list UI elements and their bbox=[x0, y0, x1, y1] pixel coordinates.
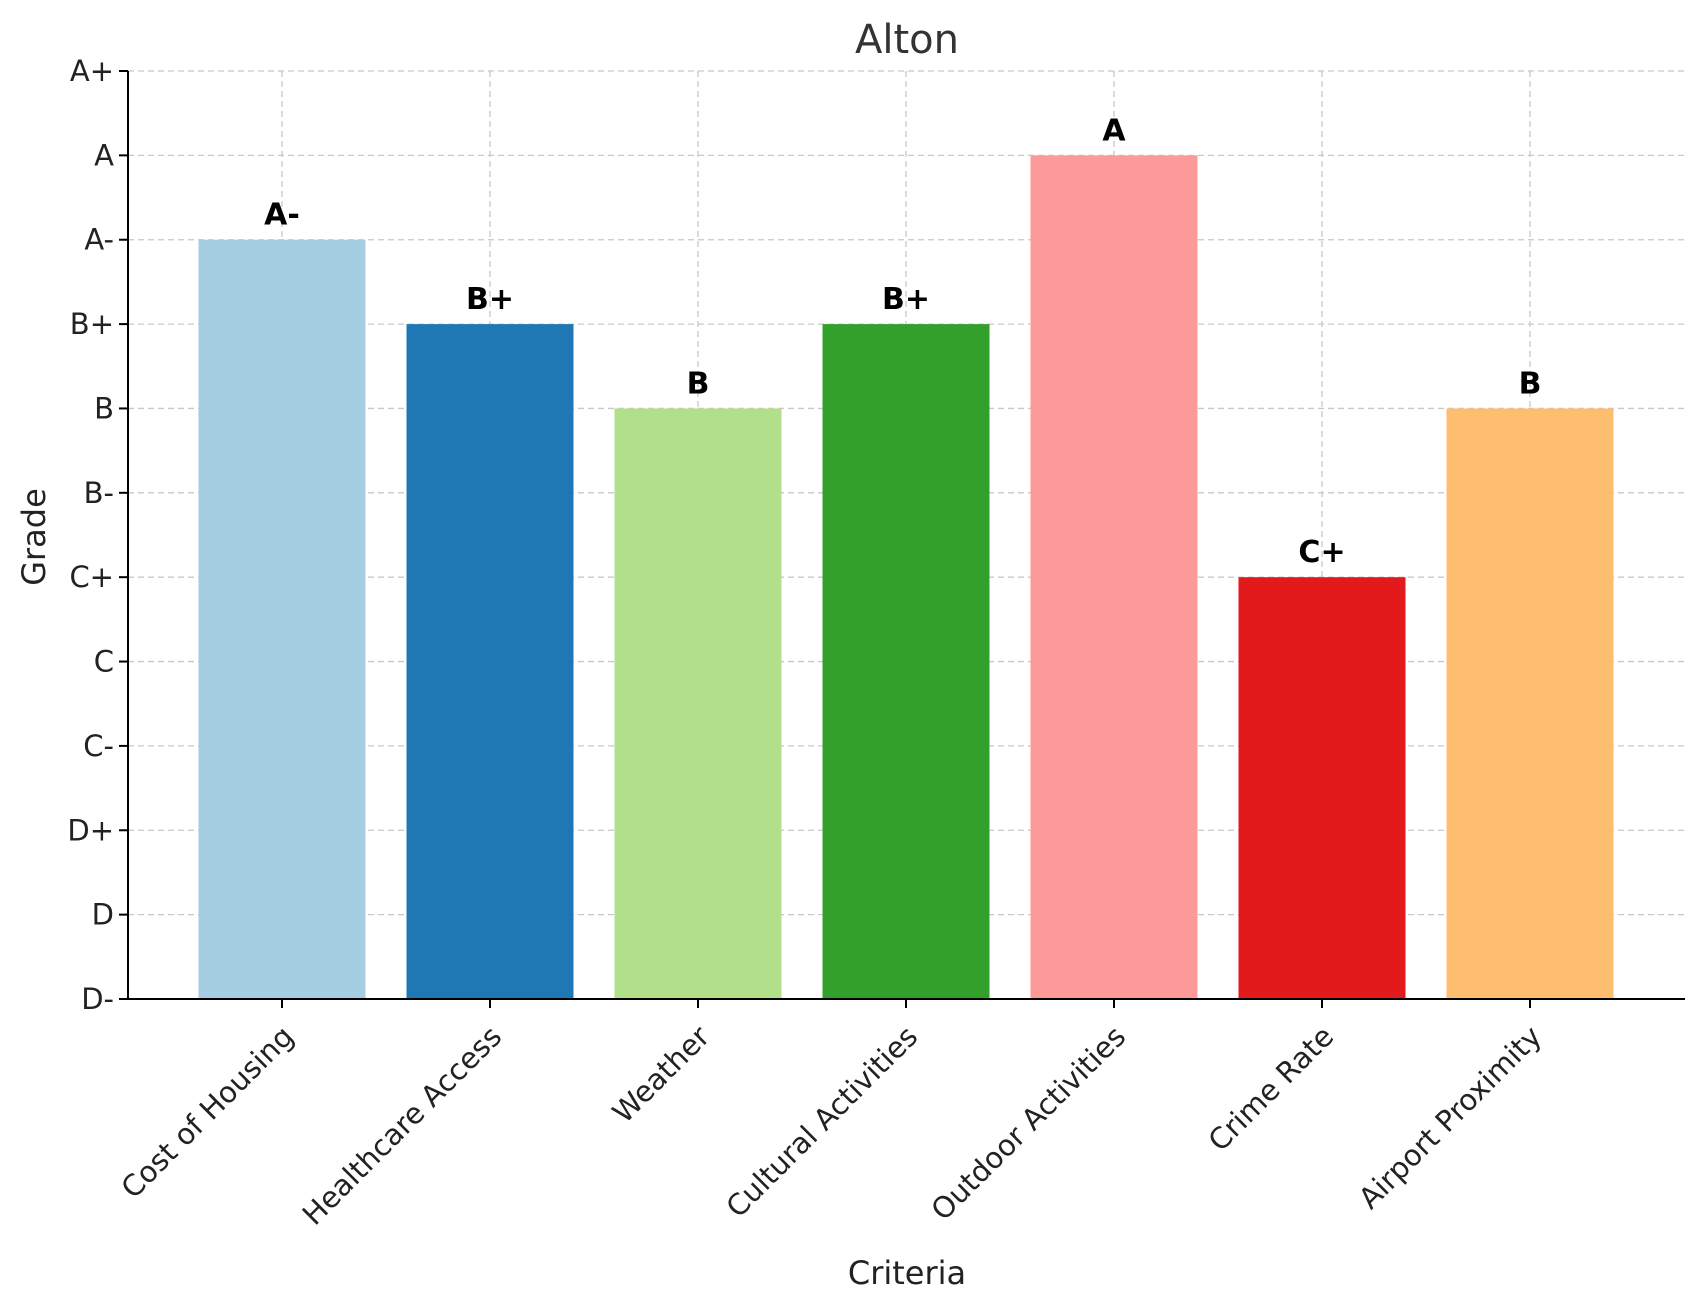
x-tick-label: Crime Rate bbox=[1202, 1019, 1341, 1158]
bar bbox=[198, 239, 366, 999]
y-tick-label: C+ bbox=[69, 560, 114, 594]
bar bbox=[406, 324, 574, 999]
x-tick-label: Cultural Activities bbox=[719, 1019, 924, 1224]
data-label: B bbox=[687, 366, 710, 401]
x-tick-label: Cost of Housing bbox=[114, 1019, 300, 1205]
bar bbox=[1238, 577, 1406, 999]
data-label: A bbox=[1102, 113, 1126, 148]
y-tick-labels: D- D D+ C- C C+ B- B B+ A- A A+ bbox=[67, 54, 114, 1016]
data-label: C+ bbox=[1298, 535, 1345, 570]
y-tick-label: B+ bbox=[70, 307, 114, 341]
y-axis-label: Grade bbox=[15, 488, 53, 586]
y-tick-label: A bbox=[94, 138, 114, 172]
y-tick-label: B bbox=[94, 391, 114, 425]
x-axis-label: Criteria bbox=[848, 1254, 966, 1292]
bar bbox=[1446, 408, 1614, 999]
y-tick-label: A- bbox=[84, 223, 114, 257]
y-tick-label: C- bbox=[83, 729, 114, 763]
data-label: A- bbox=[264, 198, 300, 233]
axes bbox=[119, 70, 1685, 1008]
x-tick-label: Healthcare Access bbox=[296, 1019, 509, 1232]
bar bbox=[822, 324, 990, 999]
x-tick-label: Airport Proximity bbox=[1352, 1019, 1548, 1215]
y-tick-label: B- bbox=[84, 476, 114, 510]
data-label: B bbox=[1519, 366, 1542, 401]
chart-title: Alton bbox=[855, 17, 959, 63]
data-label: B+ bbox=[882, 282, 930, 317]
bar bbox=[1030, 155, 1198, 999]
y-tick-label: D- bbox=[81, 982, 114, 1016]
bars bbox=[198, 155, 1614, 999]
x-tick-label: Outdoor Activities bbox=[924, 1019, 1132, 1227]
bar bbox=[614, 408, 782, 999]
x-tick-label: Weather bbox=[606, 1019, 716, 1129]
data-labels: A- B+ B B+ A C+ B bbox=[264, 113, 1541, 570]
y-tick-label: D+ bbox=[67, 813, 114, 847]
y-tick-label: A+ bbox=[70, 54, 114, 88]
data-label: B+ bbox=[466, 282, 514, 317]
y-tick-label: C bbox=[94, 645, 114, 679]
y-tick-label: D bbox=[92, 898, 114, 932]
